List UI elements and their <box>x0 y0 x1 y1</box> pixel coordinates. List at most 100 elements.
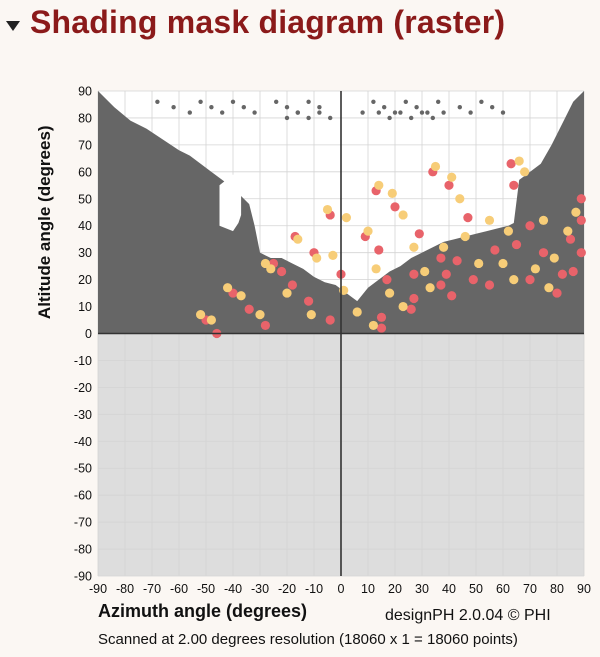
sun-position-point <box>398 210 408 220</box>
x-tick-label: 0 <box>338 582 345 596</box>
x-tick-label: -90 <box>89 582 107 596</box>
sun-position-point <box>312 253 322 263</box>
obstruction-dot <box>376 110 381 115</box>
sun-position-point <box>352 307 362 317</box>
y-tick-label: -40 <box>74 435 92 449</box>
obstruction-dot <box>209 104 214 110</box>
sun-position-point <box>425 283 435 293</box>
x-tick-label: 60 <box>496 582 510 596</box>
sun-position-point <box>460 231 470 242</box>
sun-position-point <box>563 226 573 236</box>
obstruction-dot <box>500 110 506 115</box>
sun-position-point <box>484 280 495 290</box>
x-tick-label: 40 <box>442 582 456 596</box>
sun-position-point <box>368 320 378 331</box>
obstruction-dot <box>198 99 203 104</box>
collapse-toggle-icon[interactable] <box>6 20 20 31</box>
x-tick-label: -70 <box>143 582 161 596</box>
sun-position-point <box>503 226 513 236</box>
sun-position-point <box>304 296 314 306</box>
sun-position-point <box>266 264 276 274</box>
obstruction-dot <box>403 99 408 104</box>
sun-position-point <box>430 161 441 172</box>
sun-position-point <box>260 320 270 331</box>
x-tick-label: 20 <box>388 582 402 596</box>
sun-position-point <box>490 245 500 255</box>
sun-position-point <box>293 234 303 244</box>
sun-position-point <box>514 156 524 166</box>
x-tick-label: 80 <box>550 582 564 596</box>
obstruction-dot <box>274 99 279 104</box>
sun-position-point <box>530 264 541 274</box>
sun-position-point <box>409 242 419 252</box>
y-tick-label: -30 <box>74 408 92 422</box>
sun-position-point <box>376 323 387 333</box>
y-tick-label: 60 <box>78 165 92 179</box>
obstruction-dot <box>295 110 300 115</box>
obstruction-dot <box>187 110 192 115</box>
sun-position-point <box>439 242 449 252</box>
x-tick-labels: -90 -80 -70 -60 -50 -40 -30 -20 -10 0 10 20 30 40 50 60… <box>89 582 591 596</box>
sun-position-point <box>544 283 554 293</box>
x-tick-label: -60 <box>170 582 188 596</box>
y-tick-labels: 90 80 70 60 50 40 30 20 10 0 -10 -20 -30 -40 -50 -60 -70… <box>74 85 92 584</box>
sun-position-point <box>538 248 549 258</box>
y-tick-label: 30 <box>78 246 92 260</box>
sun-position-point <box>398 301 408 312</box>
obstruction-dot <box>468 110 473 115</box>
x-tick-label: 30 <box>415 582 429 596</box>
sun-position-point <box>468 275 478 285</box>
y-axis-label: Altitude angle (degrees) <box>35 125 54 319</box>
y-tick-label: -20 <box>74 381 92 395</box>
obstruction-dot <box>436 99 441 104</box>
sun-position-point <box>520 167 530 177</box>
obstruction-mask <box>98 91 584 334</box>
sun-position-point <box>414 229 424 239</box>
sun-position-point <box>287 280 297 290</box>
sun-position-point <box>244 304 254 314</box>
sun-position-point <box>385 288 395 298</box>
obstruction-dot <box>479 99 484 104</box>
sun-position-point <box>506 159 516 169</box>
sun-position-point <box>390 202 400 212</box>
obstruction-dot <box>425 110 430 115</box>
sun-position-point <box>436 253 446 263</box>
y-tick-label: -80 <box>74 543 92 557</box>
sun-position-point <box>571 207 581 217</box>
y-tick-label: 70 <box>78 138 92 152</box>
obstruction-dot <box>328 115 333 121</box>
sun-position-point <box>282 288 292 298</box>
obstruction-dot <box>317 104 322 110</box>
sun-position-point <box>447 291 457 301</box>
sun-position-point <box>525 221 535 231</box>
sun-position-point <box>576 248 586 258</box>
sun-position-point <box>484 215 495 225</box>
sun-position-point <box>420 266 430 277</box>
y-tick-label: 20 <box>78 273 92 287</box>
obstruction-dot-pattern <box>155 99 506 121</box>
y-tick-label: -10 <box>74 354 92 368</box>
sun-position-point <box>325 315 335 325</box>
sun-position-point <box>341 213 351 223</box>
x-tick-label: -50 <box>197 582 215 596</box>
obstruction-dot <box>306 99 311 104</box>
obstruction-dot <box>317 110 322 115</box>
sun-position-point <box>511 239 522 250</box>
sun-position-point <box>436 280 446 290</box>
sun-position-points <box>196 156 586 339</box>
obstruction-dot <box>419 110 425 115</box>
sun-position-point <box>498 258 508 269</box>
sun-position-point <box>463 213 473 223</box>
sun-position-point <box>441 269 451 279</box>
sun-position-point <box>509 180 519 190</box>
sun-position-point <box>538 215 549 225</box>
obstruction-dot <box>306 115 311 121</box>
section-title: Shading mask diagram (raster) <box>30 4 506 40</box>
obstruction-dot <box>284 115 290 121</box>
sun-position-point <box>374 180 384 190</box>
obstruction-dot <box>360 110 365 115</box>
sun-position-point <box>196 310 206 320</box>
obstruction-dot <box>230 99 236 104</box>
sun-position-point <box>565 234 576 244</box>
sun-position-point <box>409 269 419 279</box>
